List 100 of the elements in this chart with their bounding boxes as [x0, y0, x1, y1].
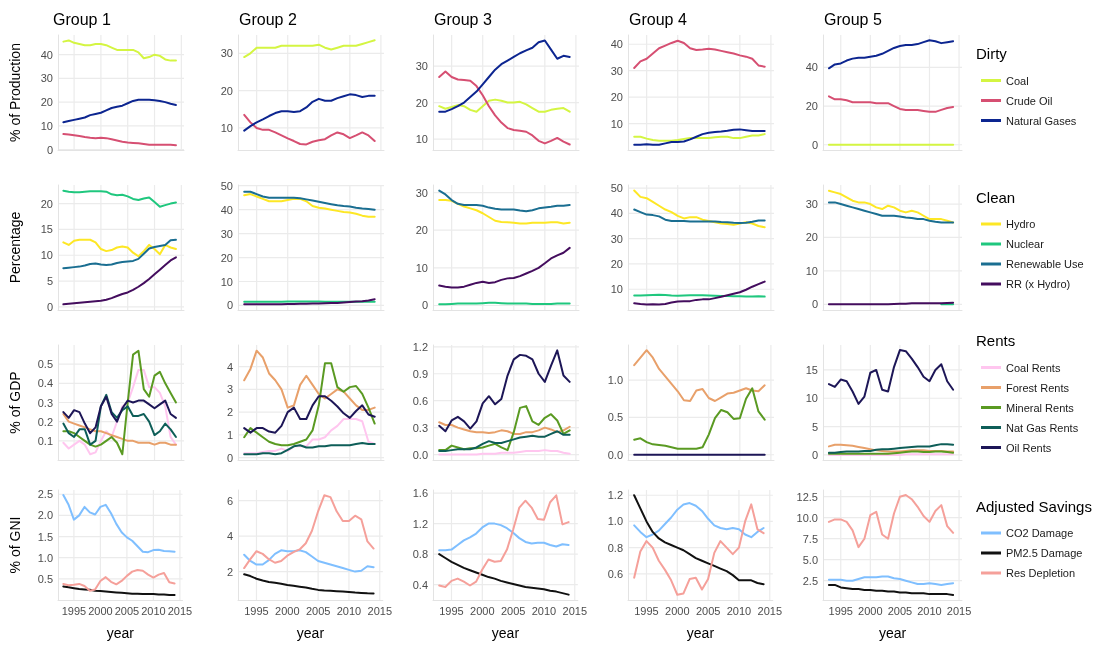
chart-title: Group 1	[53, 10, 111, 28]
y-tick-label: 40	[805, 61, 818, 74]
y-tick-label: 40	[610, 38, 623, 51]
y-tick-label: 0.5	[37, 358, 53, 371]
chart-title: Group 2	[239, 10, 297, 28]
y-tick-label: 4	[226, 360, 233, 373]
y-tick-label: 7.5	[802, 532, 818, 545]
line-series	[827, 583, 955, 596]
line-series	[438, 553, 570, 596]
x-axis-title: year	[686, 625, 715, 641]
y-axis-title: Percentage	[7, 211, 23, 284]
y-tick-label: 50	[610, 182, 623, 195]
legend-label: Natural Gases	[1006, 114, 1077, 127]
y-tick-label: 30	[805, 198, 818, 211]
line-series	[633, 349, 766, 403]
line-series	[243, 39, 376, 59]
y-tick-label: 10.0	[796, 511, 818, 524]
y-tick-label: 2	[226, 406, 233, 419]
y-tick-label: 20	[220, 251, 233, 264]
x-tick-label: 2015	[757, 604, 783, 617]
line-series	[438, 405, 571, 452]
chart-title: Group 4	[629, 10, 687, 28]
legend-label: Renewable Use	[1006, 258, 1084, 270]
y-tick-label: 0.4	[412, 578, 428, 591]
line-series	[827, 39, 955, 70]
y-tick-label: 12.5	[796, 490, 818, 503]
line-series	[62, 98, 177, 124]
line-series	[62, 238, 177, 258]
y-tick-label: 0.4	[37, 377, 53, 390]
y-tick-label: 20	[415, 96, 428, 109]
y-tick-label: 0.8	[412, 548, 428, 561]
y-tick-label: 20	[805, 231, 818, 244]
legend-label: Coal Rents	[1006, 361, 1061, 374]
y-tick-label: 30	[415, 186, 428, 199]
line-series	[827, 349, 955, 405]
legend-label: Oil Rents	[1006, 441, 1052, 454]
y-tick-label: 30	[40, 72, 53, 85]
line-series	[62, 256, 177, 306]
legend-title: Clean	[976, 188, 1016, 206]
y-tick-label: 10	[610, 117, 623, 130]
y-tick-label: 2.5	[802, 574, 818, 587]
line-series	[827, 95, 955, 113]
y-tick-label: 10	[415, 133, 428, 146]
y-tick-label: 1.2	[607, 489, 623, 502]
x-tick-label: 2005	[305, 604, 331, 617]
line-series	[633, 503, 765, 596]
line-series	[633, 494, 765, 586]
y-tick-label: 0	[46, 300, 53, 313]
line-series	[243, 349, 376, 411]
x-tick-label: 2000	[88, 604, 113, 617]
x-tick-label: 2010	[141, 604, 166, 617]
y-tick-label: 10	[40, 249, 53, 262]
y-tick-label: 0.1	[37, 434, 53, 447]
y-tick-label: 0.8	[607, 541, 623, 554]
line-series	[243, 395, 376, 434]
y-tick-label: 15	[805, 363, 818, 376]
x-tick-label: 2010	[917, 604, 942, 617]
line-series	[62, 349, 177, 456]
y-tick-label: 1.0	[607, 374, 623, 387]
y-tick-label: 0	[811, 448, 818, 461]
legend-label: Forest Rents	[1006, 381, 1070, 394]
y-tick-label: 0	[46, 143, 53, 156]
y-tick-label: 5.0	[802, 553, 818, 566]
y-tick-label: 0	[226, 299, 233, 312]
line-series	[62, 133, 177, 147]
y-tick-label: 5	[811, 420, 818, 433]
legend-title: Rents	[976, 332, 1016, 349]
y-tick-label: 0.5	[37, 572, 53, 585]
line-series	[243, 193, 376, 218]
y-tick-label: 0.6	[412, 394, 428, 407]
y-axis-title: % of GDP	[7, 371, 23, 434]
y-tick-label: 0.2	[37, 415, 53, 428]
legend-label: RR (x Hydro)	[1006, 278, 1071, 290]
y-tick-label: 50	[220, 179, 233, 192]
y-tick-label: 40	[40, 48, 53, 61]
x-tick-label: 2005	[887, 604, 913, 617]
line-series	[62, 39, 177, 62]
chart-title: Group 5	[824, 10, 882, 28]
y-tick-label: 30	[415, 60, 428, 73]
x-tick-label: 2000	[470, 604, 495, 617]
x-tick-label: 2000	[665, 604, 690, 617]
line-series	[438, 39, 571, 113]
line-series	[438, 98, 571, 113]
y-tick-label: 30	[220, 227, 233, 240]
y-tick-label: 0	[811, 138, 818, 151]
x-tick-label: 2010	[531, 604, 557, 617]
y-tick-label: 3	[226, 383, 233, 396]
y-tick-label: 30	[610, 232, 623, 245]
y-tick-label: 2.0	[37, 509, 53, 522]
line-series	[243, 573, 375, 595]
line-series	[243, 362, 376, 447]
chart-title: Group 3	[434, 10, 492, 28]
y-tick-label: 10	[805, 264, 818, 277]
y-tick-label: 4	[226, 530, 233, 543]
line-series	[243, 494, 375, 570]
y-tick-label: 0.9	[412, 367, 428, 380]
y-tick-label: 0	[226, 451, 233, 464]
x-tick-label: 1995	[61, 604, 87, 617]
y-tick-label: 20	[415, 224, 428, 237]
y-tick-label: 20	[610, 257, 623, 270]
